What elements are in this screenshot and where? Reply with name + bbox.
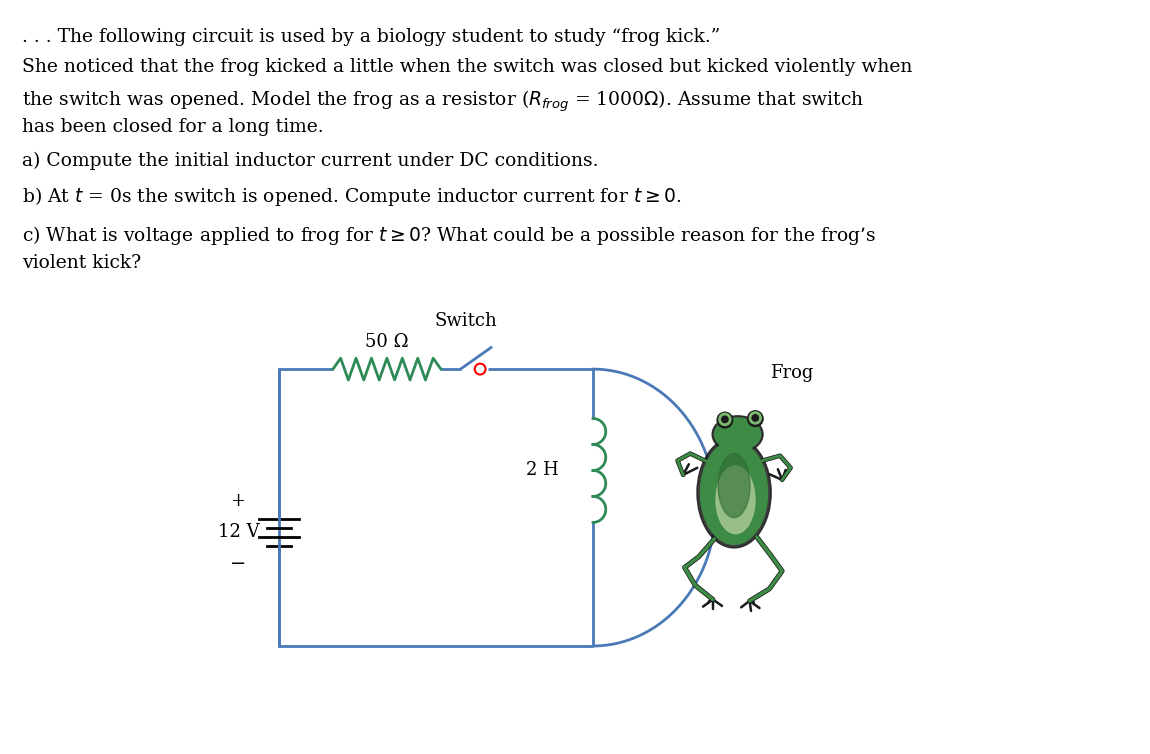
Ellipse shape [748,411,764,427]
Text: 50 Ω: 50 Ω [365,333,408,351]
Ellipse shape [718,454,750,518]
Text: +: + [230,492,245,510]
Text: −: − [230,555,246,573]
Text: c) What is voltage applied to frog for $t \geq 0$? What could be a possible reas: c) What is voltage applied to frog for $… [22,224,876,247]
Ellipse shape [752,415,759,421]
Text: b) At $t$ = 0s the switch is opened. Compute inductor current for $t \geq 0$.: b) At $t$ = 0s the switch is opened. Com… [22,185,681,208]
Text: a) Compute the initial inductor current under DC conditions.: a) Compute the initial inductor current … [22,152,598,170]
Text: 12 V: 12 V [217,523,260,541]
Text: Frog: Frog [769,364,813,382]
Ellipse shape [750,412,761,424]
Text: Switch: Switch [434,311,497,329]
Text: violent kick?: violent kick? [22,254,141,272]
Ellipse shape [714,418,760,451]
Text: the switch was opened. Model the frog as a resistor ($R_{frog}$ = 1000$\Omega$).: the switch was opened. Model the frog as… [22,88,864,114]
Text: . . . The following circuit is used by a biology student to study “frog kick.”: . . . The following circuit is used by a… [22,28,720,46]
Text: has been closed for a long time.: has been closed for a long time. [22,118,323,136]
Text: She noticed that the frog kicked a little when the switch was closed but kicked : She noticed that the frog kicked a littl… [22,58,912,76]
Ellipse shape [716,466,754,534]
Ellipse shape [719,413,731,425]
Text: 2 H: 2 H [526,461,559,480]
Ellipse shape [722,416,728,422]
Ellipse shape [718,412,733,428]
Ellipse shape [712,415,764,453]
Ellipse shape [700,441,768,544]
Ellipse shape [697,437,772,548]
